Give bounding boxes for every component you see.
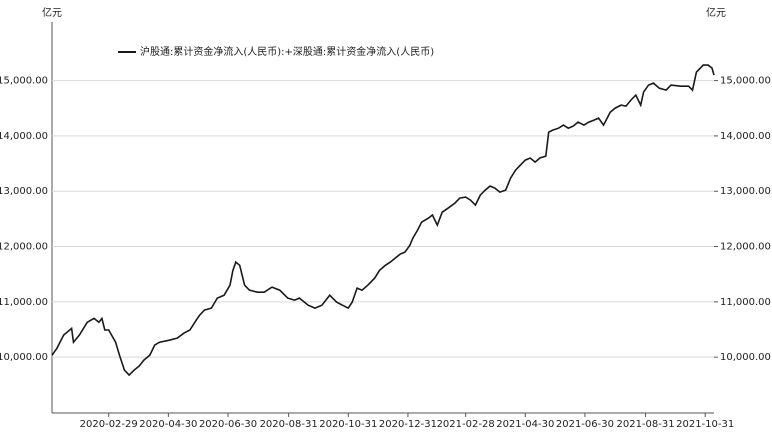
y-tick-label: 15,000.00 xyxy=(0,76,48,87)
x-tick-label: 2021-02-28 xyxy=(437,419,495,430)
y-unit: 亿元 xyxy=(42,6,62,19)
y2-tick-label: 15,000.00 xyxy=(720,76,771,87)
x-tick-label: 2021-10-31 xyxy=(676,419,734,430)
x-tick-label: 2020-04-30 xyxy=(139,419,197,430)
y-tick-label: 12,000.00 xyxy=(0,242,48,253)
y-tick-label: 11,000.00 xyxy=(0,297,48,308)
series-line xyxy=(51,64,715,377)
y2-tick-label: 10,000.00 xyxy=(720,352,771,363)
y-tick-label: 14,000.00 xyxy=(0,131,48,142)
x-tick-label: 2020-02-29 xyxy=(80,419,138,430)
y2-tick-label: 14,000.00 xyxy=(720,131,771,142)
x-tick-label: 2020-08-31 xyxy=(260,419,318,430)
x-tick-label: 2020-10-31 xyxy=(319,419,377,430)
x-tick-label: 2020-12-31 xyxy=(379,419,437,430)
y2-tick-label: 13,000.00 xyxy=(720,186,771,197)
x-tick-label: 2021-04-30 xyxy=(496,419,554,430)
legend-label: 沪股通:累计资金净流入(人民币):+深股通:累计资金净流入(人民币) xyxy=(140,45,434,58)
x-tick-label: 2021-06-30 xyxy=(556,419,614,430)
y2-tick-label: 11,000.00 xyxy=(720,297,771,308)
x-tick-label: 2021-08-31 xyxy=(616,419,674,430)
y2-tick-label: 12,000.00 xyxy=(720,242,771,253)
x-tick-label: 2020-06-30 xyxy=(199,419,257,430)
y-tick-label: 10,000.00 xyxy=(0,352,48,363)
y-tick-label: 13,000.00 xyxy=(0,186,48,197)
y2-unit: 亿元 xyxy=(706,6,726,19)
